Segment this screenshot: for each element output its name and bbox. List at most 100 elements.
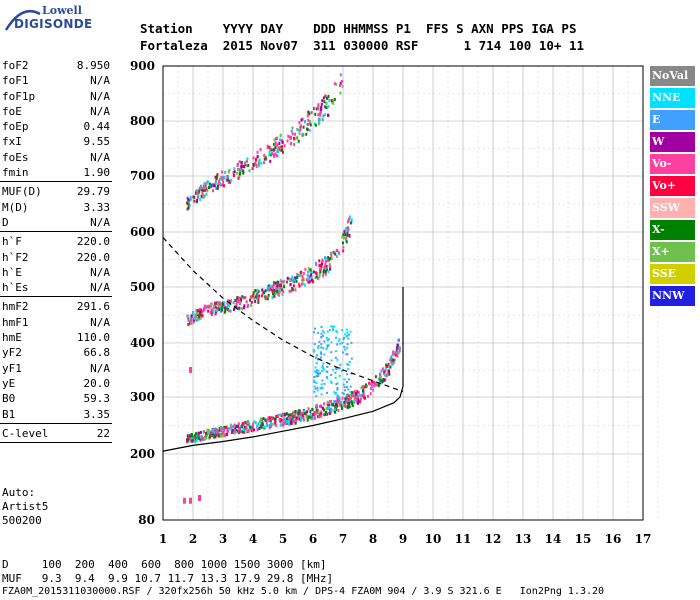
- echo-point: [239, 425, 242, 429]
- param-value: 3.35: [83, 407, 111, 421]
- echo-point: [202, 429, 205, 433]
- echo-point: [207, 309, 210, 313]
- echo-point: [335, 407, 338, 411]
- echo-point: [275, 414, 278, 418]
- echo-point: [309, 275, 312, 279]
- echo-point: [319, 112, 322, 116]
- echo-point: [296, 276, 299, 280]
- echo-point: [241, 307, 244, 311]
- echo-point: [282, 422, 285, 426]
- echo-point: [378, 382, 381, 386]
- echo-point: [246, 164, 249, 168]
- echo-point: [305, 278, 308, 282]
- echo-point: [193, 195, 196, 199]
- echo-point: [347, 228, 350, 232]
- param-value: N/A: [90, 361, 110, 375]
- echo-point: [321, 330, 324, 333]
- y-tick-label: 500: [130, 280, 155, 294]
- echo-point: [303, 283, 306, 287]
- echo-point: [299, 414, 302, 418]
- echo-point: [276, 289, 279, 293]
- echo-point: [274, 421, 277, 425]
- echo-point: [218, 426, 221, 430]
- echo-point: [232, 301, 235, 305]
- echo-point: [347, 388, 350, 391]
- echo-point: [323, 340, 326, 343]
- echo-point: [310, 275, 313, 279]
- param-value: 220.0: [76, 235, 110, 249]
- echo-point: [272, 148, 275, 152]
- echo-point: [208, 182, 211, 186]
- echo-point: [323, 382, 326, 385]
- param-row-foes: foEs N/A: [0, 150, 112, 165]
- echo-point: [332, 368, 335, 371]
- echo-point: [336, 394, 339, 397]
- param-name: hmF1: [2, 315, 29, 329]
- param-row-foep: foEp 0.44: [0, 119, 112, 134]
- echo-point: [218, 308, 221, 312]
- echo-point: [258, 158, 261, 162]
- echo-point: [274, 141, 277, 145]
- x-tick-label: 4: [249, 532, 257, 546]
- echo-point: [294, 276, 297, 280]
- echo-point: [315, 381, 318, 384]
- echo-point: [334, 392, 337, 395]
- echo-point: [259, 420, 262, 424]
- param-value: N/A: [90, 150, 110, 164]
- echo-point: [202, 185, 205, 189]
- echo-point: [201, 193, 204, 197]
- echo-point: [347, 218, 350, 222]
- echo-point: [302, 272, 305, 276]
- echo-point: [356, 390, 359, 394]
- echo-point: [289, 279, 292, 283]
- echo-point: [317, 104, 320, 108]
- param-name: B0: [2, 392, 16, 406]
- echo-point: [338, 84, 341, 88]
- echo-point: [301, 117, 304, 121]
- echo-point: [265, 295, 268, 299]
- echo-point: [299, 128, 302, 132]
- echo-point: [233, 307, 236, 311]
- echo-point: [300, 270, 303, 274]
- echo-point: [251, 424, 254, 428]
- echo-point: [253, 428, 256, 432]
- echo-point: [346, 331, 349, 334]
- echo-point: [239, 168, 242, 172]
- echo-point: [338, 338, 341, 341]
- echo-point: [307, 280, 310, 284]
- echo-point: [330, 98, 333, 102]
- echo-point: [396, 343, 399, 347]
- echo-point: [341, 84, 344, 88]
- echo-point: [292, 419, 295, 423]
- echo-point: [331, 403, 334, 407]
- echo-point: [257, 422, 260, 426]
- param-row-fmin: fmin 1.90: [0, 165, 112, 180]
- echo-point: [390, 355, 393, 359]
- echo-point: [207, 428, 210, 432]
- echo-point: [274, 143, 277, 147]
- echo-point: [240, 164, 243, 168]
- echo-point: [260, 161, 263, 165]
- echo-point: [369, 382, 372, 386]
- echo-point: [243, 306, 246, 310]
- param-value: 22: [96, 426, 110, 440]
- echo-point: [394, 351, 397, 355]
- echo-point: [341, 235, 344, 239]
- echo-point: [291, 417, 294, 421]
- echo-point: [298, 132, 301, 136]
- param-row-fof2: foF2 8.950: [0, 58, 112, 73]
- echo-point: [326, 377, 329, 380]
- echo-point: [281, 292, 284, 296]
- echo-point: [201, 309, 204, 313]
- echo-point: [312, 350, 315, 353]
- echo-point: [318, 120, 321, 124]
- echo-point: [271, 295, 274, 299]
- echo-point: [345, 353, 348, 356]
- echo-point: [347, 397, 350, 401]
- echo-point: [396, 354, 399, 358]
- echo-point: [313, 381, 316, 384]
- echo-point: [338, 397, 341, 401]
- echo-point: [320, 383, 323, 386]
- legend-item-vo: Vo+: [650, 176, 695, 196]
- echo-point: [379, 376, 382, 380]
